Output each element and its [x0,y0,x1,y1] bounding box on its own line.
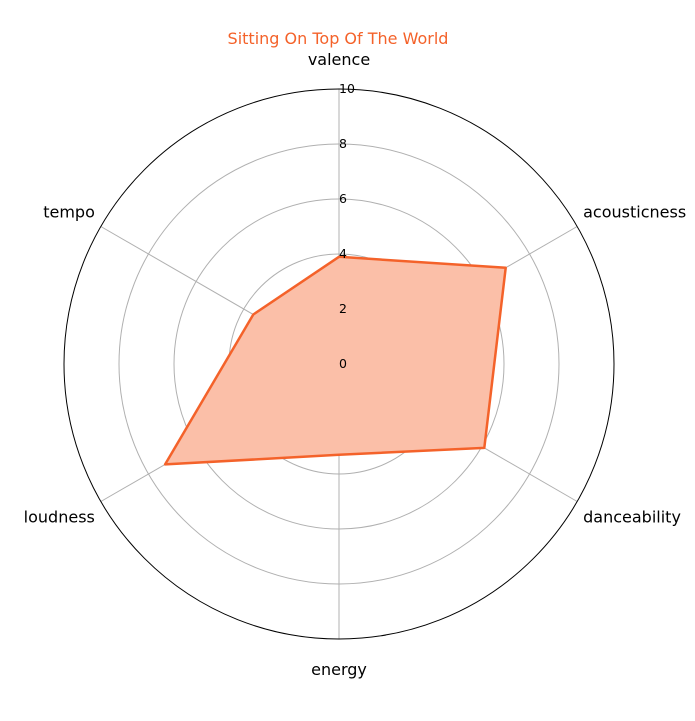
axis-label-danceability: danceability [583,508,681,527]
axis-label-tempo: tempo [43,203,95,222]
r-tick-label: 2 [339,301,347,316]
r-tick-label: 0 [339,356,347,371]
axis-label-loudness: loudness [24,508,95,527]
series-area [165,256,506,465]
r-tick-label: 6 [339,191,347,206]
radar-labels: 0 2 4 6 8 10 valence acousticness danceability en… [24,50,687,679]
axis-label-valence: valence [308,50,370,69]
r-tick-label: 10 [339,81,355,96]
r-tick-label: 8 [339,136,347,151]
r-tick-label: 4 [339,246,347,261]
chart-title: Sitting On Top Of The World [228,29,449,48]
radar-frame [63,88,615,640]
axis-label-acousticness: acousticness [583,203,686,222]
axis-label-energy: energy [311,660,367,679]
radar-series [163,255,507,466]
